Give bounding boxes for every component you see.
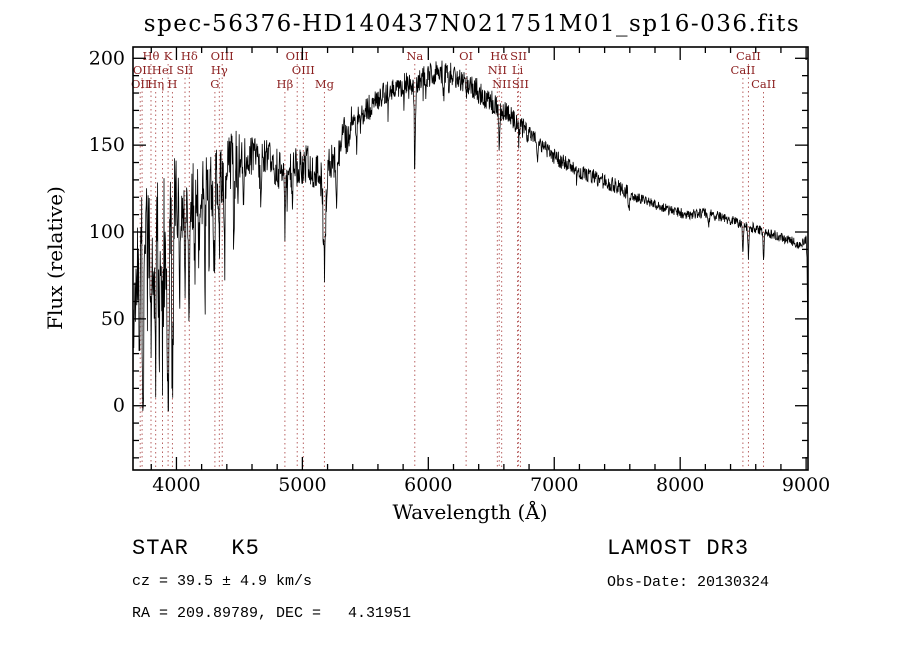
marker-label: OIII xyxy=(292,63,315,77)
marker-label: Na xyxy=(406,49,423,63)
marker-label: Hγ xyxy=(211,63,228,77)
x-axis-label: Wavelength (Å) xyxy=(392,499,547,524)
marker-label: OIII xyxy=(286,49,309,63)
plot-title: spec-56376-HD140437N021751M01_sp16-036.f… xyxy=(144,11,800,37)
marker-label: G xyxy=(210,77,219,91)
marker-label: Mg xyxy=(315,77,335,91)
y-tick-label: 150 xyxy=(89,134,125,156)
marker-label: OIII xyxy=(211,49,234,63)
x-tick-label: 4000 xyxy=(152,474,200,496)
marker-label: K xyxy=(164,49,173,63)
y-axis-label: Flux (relative) xyxy=(43,186,67,330)
x-tick-label: 6000 xyxy=(404,474,452,496)
marker-label: OI xyxy=(459,49,473,63)
marker-label: CaII xyxy=(751,77,776,91)
marker-label: Hθ xyxy=(143,49,160,63)
marker-label: SII xyxy=(512,77,529,91)
marker-label: CaII xyxy=(731,63,756,77)
marker-label: SII xyxy=(177,63,194,77)
x-tick-label: 9000 xyxy=(782,474,830,496)
classification-label: STAR K5 xyxy=(132,536,260,561)
plot-frame xyxy=(132,46,809,471)
y-tick-label: 100 xyxy=(89,221,125,243)
marker-label: Li xyxy=(512,63,524,77)
x-tick-label: 8000 xyxy=(656,474,704,496)
x-tick-label: 7000 xyxy=(530,474,578,496)
spectral-line-markers xyxy=(139,64,764,469)
marker-label: H xyxy=(167,77,177,91)
spectrum-trace xyxy=(132,60,809,412)
ra-dec-label: RA = 209.89789, DEC = 4.31951 xyxy=(132,605,412,622)
marker-label: OII xyxy=(133,63,152,77)
marker-label: Hα xyxy=(490,49,508,63)
marker-label: NII xyxy=(492,77,511,91)
survey-label: LAMOST DR3 xyxy=(607,536,750,561)
marker-label: NII xyxy=(488,63,507,77)
marker-label: CaII xyxy=(736,49,761,63)
y-tick-label: 0 xyxy=(113,395,125,417)
spectrum-line xyxy=(132,60,809,412)
y-tick-label: 200 xyxy=(89,47,125,69)
marker-label: SII xyxy=(510,49,527,63)
marker-label: Hδ xyxy=(181,49,198,63)
axis-tick-labels: 4000 5000 6000 7000 8000 9000 0 50 100 150 200 xyxy=(89,47,831,496)
y-tick-label: 50 xyxy=(101,308,125,330)
cz-velocity-label: cz = 39.5 ± 4.9 km/s xyxy=(132,573,313,590)
x-tick-label: 5000 xyxy=(278,474,326,496)
marker-label: HeI xyxy=(152,63,173,77)
marker-label: OII xyxy=(131,77,150,91)
marker-label: Hβ xyxy=(277,77,294,91)
obs-date-label: Obs-Date: 20130324 xyxy=(607,574,770,591)
axis-ticks xyxy=(133,47,808,470)
marker-label: Hη xyxy=(147,77,164,91)
